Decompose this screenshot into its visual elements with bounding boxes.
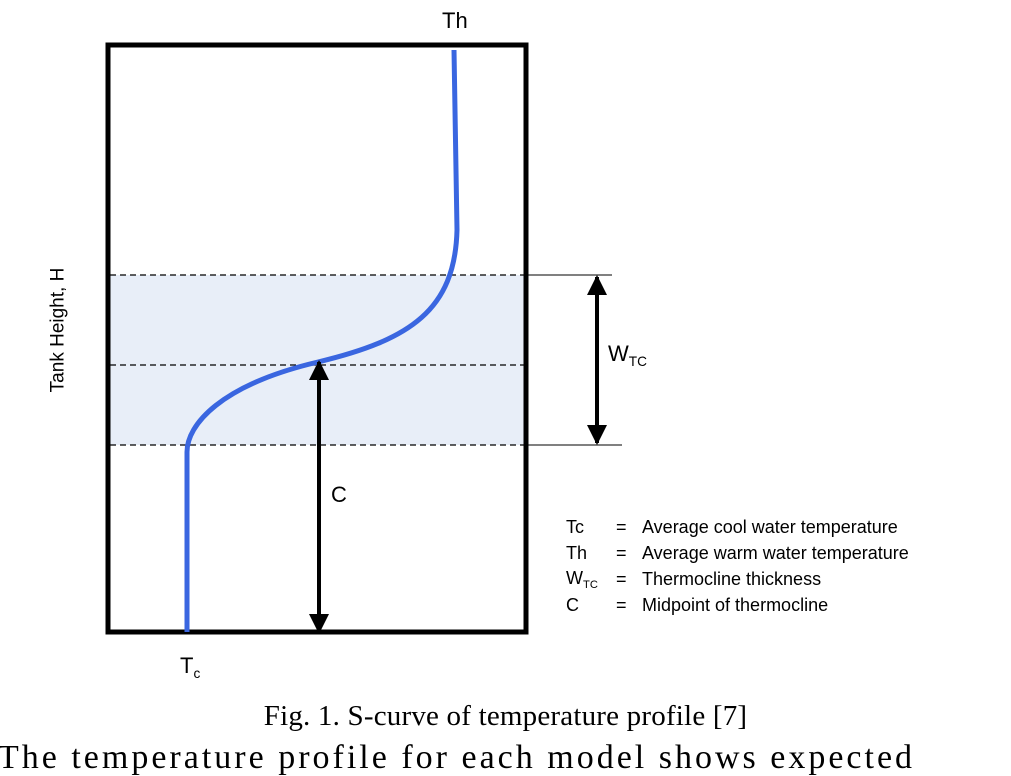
legend-item-tc: Tc = Average cool water temperature xyxy=(566,514,909,540)
legend-symbol: WTC xyxy=(566,568,616,591)
legend-item-c: C = Midpoint of thermocline xyxy=(566,592,909,618)
thickness-label: WTC xyxy=(608,341,647,369)
legend-equals: = xyxy=(616,516,627,537)
s-curve-diagram xyxy=(105,42,622,635)
legend-symbol: Th xyxy=(566,542,588,563)
body-text-cut: The temperature profile for each model s… xyxy=(0,739,916,776)
figure-caption: Fig. 1. S-curve of temperature profile [… xyxy=(263,700,748,732)
thickness-label-main: W xyxy=(608,341,629,366)
thickness-label-sub: TC xyxy=(628,353,647,369)
tc-label-main: T xyxy=(180,653,194,678)
legend: Tc = Average cool water temperature Th =… xyxy=(566,514,909,618)
midpoint-label: C xyxy=(331,482,347,507)
legend-item-wtc: WTC = Thermocline thickness xyxy=(566,566,909,592)
y-axis-label: Tank Height, H xyxy=(47,267,69,393)
legend-symbol: C xyxy=(566,594,579,615)
tc-label: Tc xyxy=(180,653,201,681)
legend-text: Average cool water temperature xyxy=(642,516,898,537)
legend-item-th: Th = Average warm water temperature xyxy=(566,540,909,566)
legend-text: Average warm water temperature xyxy=(642,542,909,563)
legend-symbol: Tc xyxy=(566,516,584,537)
legend-text: Midpoint of thermocline xyxy=(642,594,829,615)
th-label: Th xyxy=(442,8,468,33)
legend-equals: = xyxy=(616,594,627,615)
legend-symbol-sub: TC xyxy=(583,578,598,591)
legend-equals: = xyxy=(616,542,627,563)
legend-equals: = xyxy=(616,568,627,589)
tc-label-sub: c xyxy=(193,665,201,681)
legend-text: Thermocline thickness xyxy=(642,568,822,589)
legend-symbol-main: W xyxy=(566,567,583,588)
